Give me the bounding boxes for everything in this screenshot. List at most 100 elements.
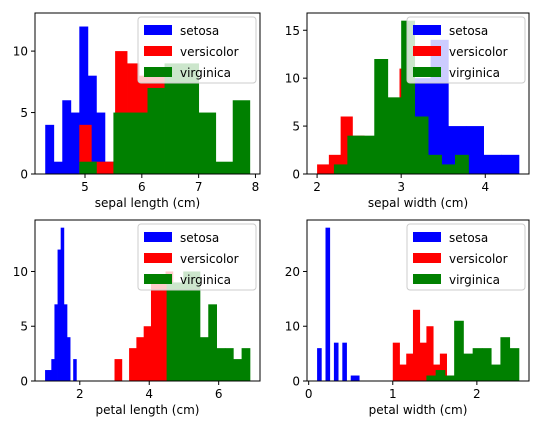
x-tick-label: 3 [397, 180, 405, 194]
y-tick-label: 5 [292, 120, 300, 134]
bar-setosa-9 [354, 375, 360, 381]
bar-setosa-1 [53, 161, 63, 174]
bar-virginica-5 [472, 348, 483, 381]
bar-virginica-9 [232, 100, 251, 174]
x-tick-label: 2 [76, 387, 84, 401]
x-tick-label: 2 [313, 180, 321, 194]
legend-swatch-versicolor [144, 253, 172, 263]
series-versicolor [392, 309, 461, 381]
axes-frame [306, 219, 530, 382]
series-setosa [45, 227, 77, 381]
bar-setosa-6 [342, 342, 347, 381]
bar-setosa-0 [317, 348, 322, 381]
bar-setosa-6 [63, 304, 68, 381]
bar-virginica-2 [360, 135, 375, 174]
bar-virginica-6 [181, 63, 200, 174]
bar-versicolor-4 [419, 342, 427, 381]
legend-swatch-virginica [144, 67, 172, 77]
bar-virginica-8 [233, 359, 242, 381]
y-tick-label: 10 [285, 320, 300, 334]
bar-versicolor-7 [439, 353, 447, 381]
x-axis-label: petal width (cm) [369, 403, 468, 417]
bar-setosa-4 [79, 26, 89, 174]
bar-versicolor-2 [406, 353, 414, 381]
bar-setosa-1 [48, 370, 52, 381]
bar-setosa-4 [57, 249, 62, 381]
bar-setosa-8 [483, 154, 502, 174]
bar-virginica-0 [426, 375, 437, 381]
bar-virginica-0 [166, 282, 176, 381]
legend: setosa versicolor virginica [137, 223, 257, 291]
legend-swatch-versicolor [144, 46, 172, 56]
bar-virginica-2 [183, 271, 192, 381]
y-tick-label: 20 [285, 265, 300, 279]
legend-label-versicolor: versicolor [449, 45, 508, 59]
bar-setosa-7 [66, 337, 71, 381]
bar-virginica-7 [491, 364, 501, 381]
legend-label-setosa: setosa [449, 24, 488, 38]
subplot-2: 2 3 4 0 5 10 15 sepal width (cm) setosa versicolo… [285, 12, 530, 210]
bar-setosa-8 [350, 375, 356, 381]
bar-setosa-5 [87, 75, 97, 174]
bar-setosa-9 [73, 359, 77, 381]
bar-versicolor-2 [103, 161, 116, 174]
x-tick-label: 6 [138, 180, 146, 194]
bar-virginica-9 [509, 348, 520, 381]
y-tick-label: 10 [13, 265, 28, 279]
series-setosa [317, 227, 360, 381]
legend-swatch-versicolor [413, 253, 441, 263]
y-tick-label: 0 [292, 168, 300, 182]
bar-virginica-3 [130, 112, 148, 174]
y-tick-label: 5 [20, 106, 28, 120]
legend-swatch-setosa [144, 25, 172, 35]
axes-frame [34, 12, 261, 175]
x-tick-label: 5 [81, 180, 89, 194]
bar-virginica-3 [454, 320, 464, 381]
y-tick-label: 5 [20, 320, 28, 334]
y-tick-label: 0 [292, 375, 300, 389]
legend: setosa versicolor virginica [137, 16, 257, 84]
bar-versicolor-4 [143, 326, 152, 381]
bar-virginica-0 [79, 161, 97, 174]
y-tick-label: 0 [20, 168, 28, 182]
bar-virginica-3 [374, 59, 389, 174]
legend-label-setosa: setosa [449, 231, 488, 245]
x-axis-label: petal length (cm) [96, 403, 200, 417]
bar-virginica-6 [481, 348, 492, 381]
bar-versicolor-6 [158, 282, 166, 381]
x-axis-label: sepal length (cm) [95, 196, 200, 210]
bar-setosa-2 [62, 100, 72, 174]
bar-virginica-1 [347, 135, 362, 174]
bar-setosa-5 [60, 227, 65, 381]
legend-swatch-setosa [413, 232, 441, 242]
bar-virginica-4 [147, 87, 165, 174]
bar-virginica-4 [387, 97, 402, 174]
x-tick-label: 4 [481, 180, 489, 194]
x-tick-label: 2 [473, 387, 481, 401]
x-tick-label: 1 [389, 387, 397, 401]
legend-swatch-versicolor [413, 46, 441, 56]
bar-virginica-3 [191, 271, 201, 381]
legend-swatch-virginica [144, 274, 172, 284]
legend-label-virginica: virginica [180, 273, 231, 287]
bar-setosa-3 [54, 304, 58, 381]
bar-virginica-5 [208, 304, 217, 381]
x-tick-label: 8 [252, 180, 260, 194]
bar-virginica-4 [199, 337, 209, 381]
y-tick-label: 15 [285, 24, 300, 38]
bar-virginica-4 [463, 353, 474, 381]
bar-setosa-0 [45, 370, 49, 381]
series-virginica [333, 20, 469, 174]
bar-virginica-9 [455, 154, 469, 174]
legend-label-versicolor: versicolor [180, 252, 239, 266]
bar-virginica-6 [414, 116, 429, 174]
bar-virginica-2 [444, 375, 455, 381]
bar-versicolor-3 [412, 309, 421, 381]
y-tick-label: 10 [13, 45, 28, 59]
bar-virginica-8 [441, 164, 456, 174]
bar-setosa-3 [70, 112, 80, 174]
x-tick-label: 4 [145, 387, 153, 401]
bar-versicolor-0 [114, 359, 123, 381]
bar-versicolor-1 [399, 364, 407, 381]
